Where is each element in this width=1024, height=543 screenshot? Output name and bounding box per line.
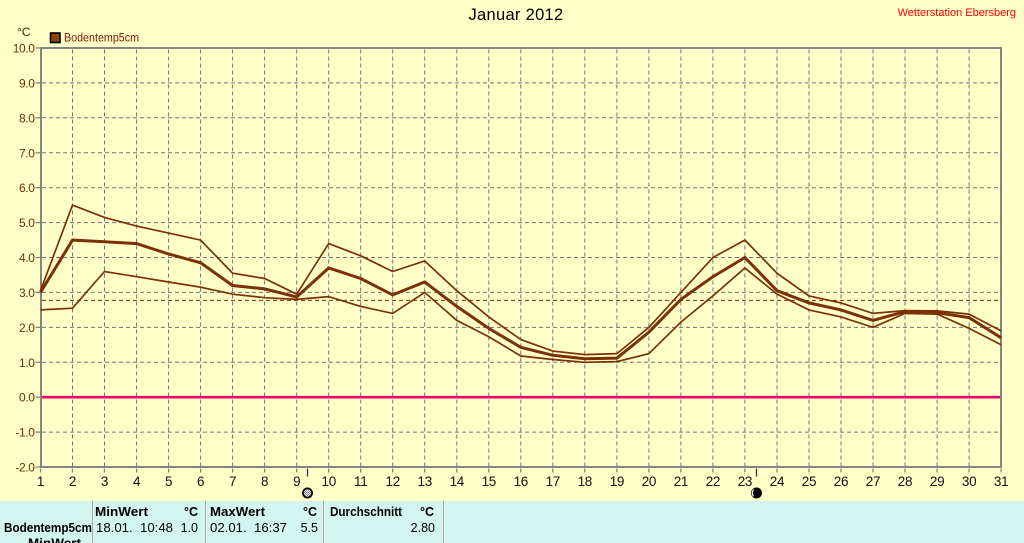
svg-text:Bodentemp5cm: Bodentemp5cm — [64, 33, 139, 45]
svg-text:4.0: 4.0 — [19, 251, 35, 265]
svg-text:°C: °C — [184, 505, 198, 519]
svg-text:22: 22 — [706, 474, 720, 489]
svg-text:23: 23 — [738, 474, 752, 489]
svg-text:3.0: 3.0 — [19, 286, 35, 300]
svg-text:25: 25 — [802, 474, 816, 489]
svg-text:16: 16 — [514, 474, 528, 489]
svg-text:6.0: 6.0 — [19, 181, 35, 195]
svg-text:-1.0: -1.0 — [15, 426, 35, 440]
svg-text:29: 29 — [930, 474, 944, 489]
svg-text:17: 17 — [546, 474, 560, 489]
svg-text:12: 12 — [385, 474, 399, 489]
svg-text:2: 2 — [69, 474, 76, 489]
svg-text:15: 15 — [482, 474, 496, 489]
svg-text:9.0: 9.0 — [19, 76, 35, 90]
svg-text:2.0: 2.0 — [19, 321, 35, 335]
svg-text:7.0: 7.0 — [19, 146, 35, 160]
svg-text:5.0: 5.0 — [19, 216, 35, 230]
svg-text:8.0: 8.0 — [19, 111, 35, 125]
svg-text:5: 5 — [165, 474, 172, 489]
svg-text:Januar 2012: Januar 2012 — [468, 6, 563, 24]
svg-text:10: 10 — [321, 474, 335, 489]
svg-text:°C: °C — [303, 505, 317, 519]
svg-text:-2.0: -2.0 — [15, 461, 35, 475]
svg-text:°C: °C — [420, 505, 434, 519]
svg-text:27: 27 — [866, 474, 880, 489]
svg-text:MinWert: MinWert — [95, 505, 149, 519]
svg-text:°C: °C — [17, 25, 31, 39]
svg-text:1.0: 1.0 — [181, 521, 198, 535]
svg-text:8: 8 — [261, 474, 268, 489]
svg-text:18.01. 10:48: 18.01. 10:48 — [96, 521, 173, 535]
svg-text:24: 24 — [770, 474, 785, 489]
svg-text:14: 14 — [450, 474, 465, 489]
svg-text:18: 18 — [578, 474, 592, 489]
svg-text:Bodentemp5cm: Bodentemp5cm — [4, 521, 92, 535]
svg-text:3: 3 — [101, 474, 108, 489]
svg-text:Durchschnitt: Durchschnitt — [330, 505, 403, 519]
svg-text:7: 7 — [229, 474, 236, 489]
svg-text:9: 9 — [293, 474, 300, 489]
svg-text:1: 1 — [37, 474, 44, 489]
svg-text:2.80: 2.80 — [411, 521, 435, 535]
svg-text:6: 6 — [197, 474, 204, 489]
svg-text:0.0: 0.0 — [19, 391, 35, 405]
svg-text:31: 31 — [994, 474, 1008, 489]
svg-text:5.5: 5.5 — [301, 521, 318, 535]
svg-text:21: 21 — [674, 474, 688, 489]
svg-text:MinWert: MinWert — [28, 537, 82, 543]
svg-text:28: 28 — [898, 474, 912, 489]
svg-text:20: 20 — [642, 474, 656, 489]
svg-text:10.0: 10.0 — [13, 42, 35, 56]
svg-text:4: 4 — [133, 474, 141, 489]
svg-text:Wetterstation Ebersberg: Wetterstation Ebersberg — [898, 7, 1016, 19]
svg-text:19: 19 — [610, 474, 624, 489]
svg-text:30: 30 — [962, 474, 976, 489]
svg-text:26: 26 — [834, 474, 848, 489]
svg-text:11: 11 — [354, 474, 367, 489]
svg-text:MaxWert: MaxWert — [210, 505, 266, 519]
svg-text:13: 13 — [417, 474, 431, 489]
svg-text:1.0: 1.0 — [19, 356, 35, 370]
svg-text:02.01. 16:37: 02.01. 16:37 — [210, 521, 287, 535]
